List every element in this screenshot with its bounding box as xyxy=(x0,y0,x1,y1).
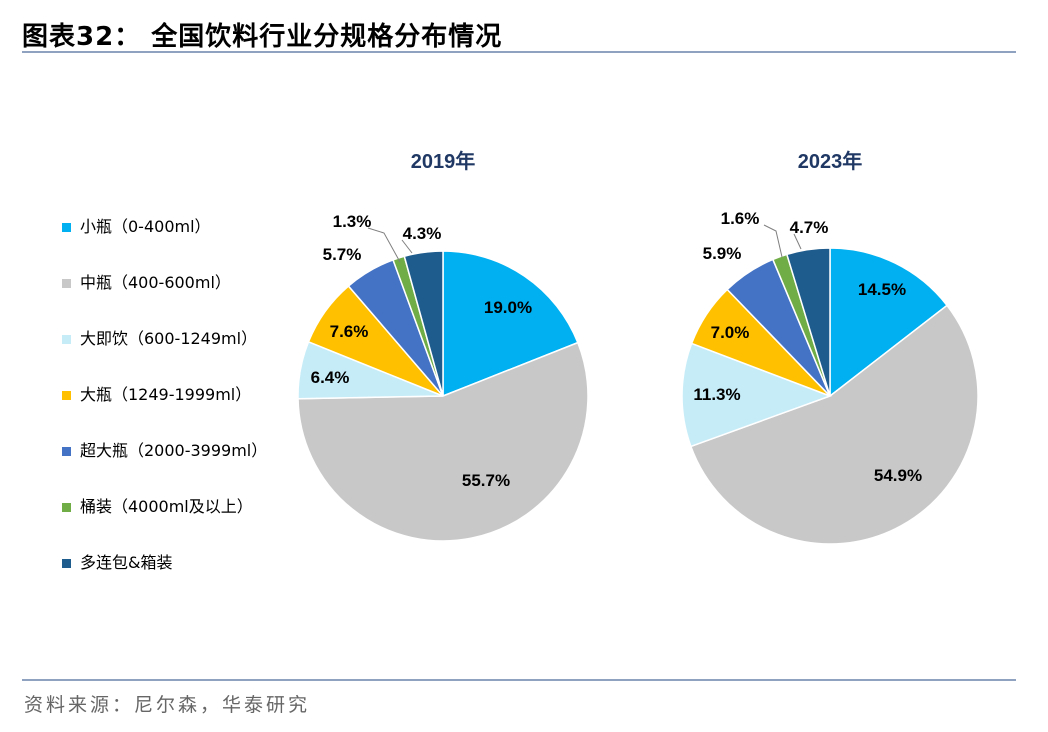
legend-swatch xyxy=(62,559,71,568)
slice-label: 1.6% xyxy=(721,209,760,228)
slice-label: 7.6% xyxy=(330,322,369,341)
pie-slice xyxy=(681,342,833,448)
leader-line xyxy=(763,224,783,258)
slice-label: 4.3% xyxy=(403,224,442,243)
pie-slice xyxy=(297,341,589,542)
slice-label: 14.5% xyxy=(858,280,906,299)
legend-swatch xyxy=(62,391,71,400)
legend-label: 大即饮（600-1249ml） xyxy=(80,329,258,348)
leader-line xyxy=(401,239,413,254)
legend-label: 超大瓶（2000-3999ml） xyxy=(80,441,268,460)
legend-swatch xyxy=(62,223,71,232)
legend-swatch xyxy=(62,279,71,288)
top-rule xyxy=(22,51,1016,53)
legend-label: 多连包&箱装 xyxy=(80,553,173,572)
source-note: 资料来源：尼尔森，华泰研究 xyxy=(24,694,311,716)
slice-label: 7.0% xyxy=(711,323,750,342)
pie-title: 2023年 xyxy=(798,149,863,173)
slice-label: 1.3% xyxy=(333,212,372,231)
legend-label: 小瓶（0-400ml） xyxy=(80,217,211,236)
pie-title: 2019年 xyxy=(411,149,476,173)
slice-label: 5.7% xyxy=(323,245,362,264)
legend-label: 桶装（4000ml及以上） xyxy=(80,497,253,516)
legend-label: 中瓶（400-600ml） xyxy=(80,273,231,292)
slice-label: 5.9% xyxy=(703,244,742,263)
bottom-rule xyxy=(22,679,1016,681)
pie-chart: 2023年 14.5% 54.9% 11.3% 7.0% 5.9% 1.6% 4.7% xyxy=(681,149,979,545)
slice-label: 55.7% xyxy=(462,471,510,490)
pie-chart: 2019年 19.0% 55.7% 6.4% 7.6% 5.7% 1.3% 4.3% xyxy=(297,149,589,542)
slice-label: 11.3% xyxy=(693,385,740,404)
slice-label: 6.4% xyxy=(311,368,350,387)
legend-swatch xyxy=(62,447,71,456)
pie-slice xyxy=(403,250,444,397)
leader-line xyxy=(793,233,802,250)
legend-swatch xyxy=(62,503,71,512)
pie-slice xyxy=(829,247,949,398)
slice-label: 4.7% xyxy=(790,218,829,237)
leader-line xyxy=(367,227,401,263)
slice-label: 19.0% xyxy=(484,298,532,317)
pie-slice xyxy=(442,250,579,398)
legend-label: 大瓶（1249-1999ml） xyxy=(80,385,252,404)
pie-slice xyxy=(689,304,979,545)
slice-label: 54.9% xyxy=(874,466,922,485)
legend-swatch xyxy=(62,335,71,344)
figure-title: 图表32： 全国饮料行业分规格分布情况 xyxy=(22,22,503,52)
title-bar: 图表32： 全国饮料行业分规格分布情况 xyxy=(22,14,1016,52)
pie-slice xyxy=(785,247,831,397)
